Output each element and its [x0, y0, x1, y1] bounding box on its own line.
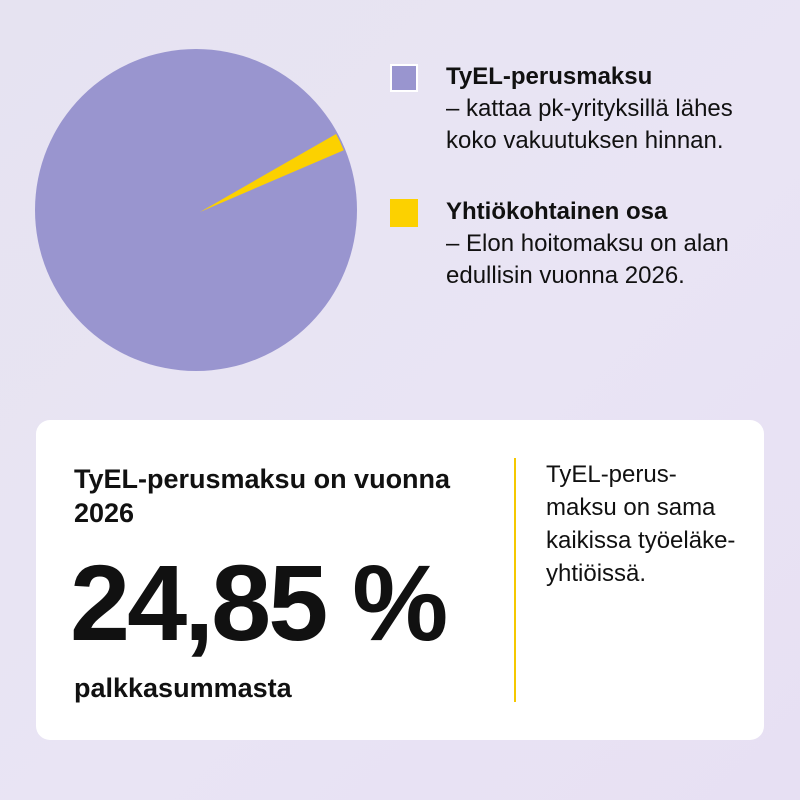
side-note: TyEL-perus- maksu on sama kaikissa työel…: [546, 461, 736, 587]
card-heading: TyEL-perusmaksu on vuonna 2026: [74, 464, 451, 528]
pie-slice-yhtiokohtainen: [200, 133, 344, 212]
legend-item-yhtiokohtainen: Yhtiökohtainen osa – Elon hoitomaksu on …: [390, 195, 790, 292]
legend-item-perusmaksu: TyEL-perusmaksu – kattaa pk-yrityksillä …: [390, 60, 790, 157]
legend-swatch-yhtiokohtainen: [390, 199, 418, 227]
pie-slice-perusmaksu: [35, 49, 357, 371]
legend-title-perusmaksu: TyEL-perusmaksu: [446, 63, 653, 90]
legend-swatch-perusmaksu: [390, 64, 418, 92]
chart-legend: TyEL-perusmaksu – kattaa pk-yrityksillä …: [390, 60, 790, 330]
legend-title-yhtiokohtainen: Yhtiökohtainen osa: [446, 198, 668, 225]
legend-desc-perusmaksu: – kattaa pk-yrityksillä lähes koko vakuu…: [446, 95, 733, 154]
value-unit-label: palkkasummasta: [74, 673, 292, 703]
info-card: TyEL-perusmaksu on vuonna 2026 24,85 % p…: [36, 420, 764, 740]
pie-chart-svg: [35, 49, 357, 371]
card-divider: [514, 458, 516, 702]
pie-chart: [30, 44, 362, 376]
legend-desc-yhtiokohtainen: – Elon hoitomaksu on alan edullisin vuon…: [446, 230, 729, 289]
contribution-percentage: 24,85 %: [70, 542, 448, 663]
